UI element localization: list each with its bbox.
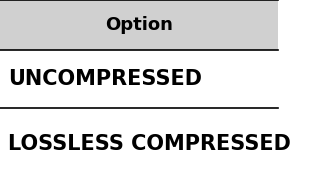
Text: Option: Option bbox=[105, 16, 173, 34]
Text: UNCOMPRESSED: UNCOMPRESSED bbox=[8, 69, 202, 89]
Bar bbox=[0, 0, 278, 50]
Text: LOSSLESS COMPRESSED: LOSSLESS COMPRESSED bbox=[8, 134, 291, 154]
